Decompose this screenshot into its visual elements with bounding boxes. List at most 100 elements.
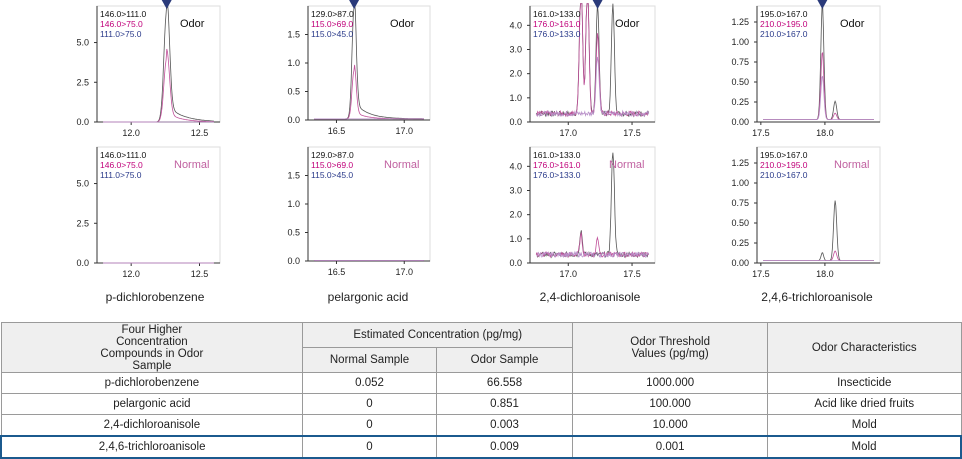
condition-label: Normal (174, 159, 210, 171)
transition-legend: 129.0>87.0 115.0>69.0 115.0>45.0 (311, 9, 354, 39)
series-line-3 (535, 56, 650, 118)
cell: Insecticide (767, 372, 962, 394)
legend-entry: 195.0>167.0 (760, 150, 808, 160)
cell: 0 (302, 393, 437, 415)
y-tick-label: 1.0 (509, 93, 522, 103)
y-tick-label: 4.0 (509, 20, 522, 30)
table-row: p-dichlorobenzene 0.052 66.558 1000.000 Inse… (0, 372, 962, 394)
legend-entry: 176.0>133.0 (533, 29, 581, 39)
series-line-2 (763, 250, 874, 261)
condition-label: Normal (384, 159, 420, 171)
transition-legend: 161.0>133.0 176.0>161.0 176.0>133.0 (533, 150, 581, 180)
cell: 2,4-dichloroanisole (0, 414, 304, 437)
legend-entry: 161.0>133.0 (533, 150, 581, 160)
header-threshold: Odor Threshold Values (pg/mg) (572, 322, 769, 373)
y-tick-label: 0.0 (287, 115, 300, 125)
y-tick-label: 0.00 (731, 258, 749, 268)
x-tick-label: 17.0 (395, 126, 413, 136)
compound-label: pelargonic acid (327, 290, 409, 304)
x-tick-label: 16.5 (328, 126, 346, 136)
compound-label: p-dichlorobenzene (105, 290, 205, 304)
x-tick-label: 16.5 (328, 267, 346, 277)
y-tick-label: 0.0 (76, 117, 89, 127)
condition-label: Odor (180, 18, 205, 30)
y-tick-label: 1.00 (731, 178, 749, 188)
x-tick-label: 17.0 (395, 267, 413, 277)
transition-legend: 146.0>111.0 146.0>75.0 111.0>75.0 (100, 9, 146, 39)
header-estimated: Estimated Concentration (pg/mg) (302, 322, 574, 348)
y-tick-label: 5.0 (76, 179, 89, 189)
y-tick-label: 1.0 (509, 234, 522, 244)
legend-entry: 111.0>75.0 (100, 170, 142, 180)
x-tick-label: 18.0 (816, 128, 834, 138)
y-tick-label: 0.25 (731, 238, 749, 248)
y-tick-label: 3.0 (509, 45, 522, 55)
y-tick-label: 2.0 (509, 210, 522, 220)
x-tick-label: 18.0 (816, 269, 834, 279)
table-row: 2,4-dichloroanisole 0 0.003 10.000 Mold (0, 414, 962, 437)
legend-entry: 129.0>87.0 (311, 150, 354, 160)
x-tick-label: 17.5 (623, 269, 641, 279)
series-line-3 (536, 250, 650, 259)
y-tick-label: 1.00 (731, 37, 749, 47)
cell: 0 (302, 414, 437, 437)
x-tick-label: 17.5 (752, 128, 770, 138)
x-tick-label: 17.5 (623, 128, 641, 138)
y-tick-label: 2.5 (76, 77, 89, 87)
legend-entry: 195.0>167.0 (760, 9, 808, 19)
condition-label: Normal (834, 159, 870, 171)
x-tick-label: 17.0 (559, 128, 577, 138)
cell: 0.009 (435, 435, 574, 459)
series-line-2 (535, 231, 650, 259)
peak-marker-icon (161, 0, 172, 9)
cell: 0.003 (435, 414, 574, 437)
x-tick-label: 12.5 (191, 128, 209, 138)
y-tick-label: 0.0 (509, 117, 522, 127)
compound-label: 2,4,6-trichloroanisole (761, 290, 873, 304)
peak-marker-icon (817, 0, 828, 9)
cell: 2,4,6-trichloroanisole (0, 435, 304, 459)
cell: Acid like dried fruits (767, 393, 962, 415)
cell: 66.558 (435, 372, 574, 394)
y-tick-label: 0.25 (731, 97, 749, 107)
y-tick-label: 4.0 (509, 161, 522, 171)
peak-marker-icon (592, 0, 603, 9)
legend-entry: 176.0>133.0 (533, 170, 581, 180)
legend-entry: 146.0>75.0 (100, 19, 143, 29)
y-tick-label: 2.5 (76, 218, 89, 228)
y-tick-label: 0.75 (731, 198, 749, 208)
condition-label: Normal (609, 159, 645, 171)
cell: Mold (767, 414, 962, 437)
legend-entry: 146.0>75.0 (100, 160, 143, 170)
compound-label: 2,4-dichloroanisole (539, 290, 641, 304)
series-line-1 (763, 200, 874, 261)
legend-entry: 210.0>195.0 (760, 19, 808, 29)
cell: 10.000 (572, 414, 769, 437)
transition-legend: 129.0>87.0 115.0>69.0 115.0>45.0 (311, 150, 354, 180)
y-tick-label: 1.5 (287, 171, 300, 181)
legend-entry: 161.0>133.0 (533, 9, 581, 19)
legend-entry: 115.0>69.0 (311, 19, 354, 29)
cell: 0.851 (435, 393, 574, 415)
legend-entry: 176.0>161.0 (533, 160, 581, 170)
x-tick-label: 12.0 (122, 128, 140, 138)
legend-entry: 129.0>87.0 (311, 9, 354, 19)
table-row: pelargonic acid 0 0.851 100.000 Acid like dr… (0, 393, 962, 415)
y-tick-label: 0.0 (76, 258, 89, 268)
legend-entry: 111.0>75.0 (100, 29, 142, 39)
legend-entry: 210.0>167.0 (760, 29, 808, 39)
x-tick-label: 12.0 (122, 269, 140, 279)
y-tick-label: 0.5 (287, 228, 300, 238)
cell: Mold (767, 435, 962, 459)
y-tick-label: 1.25 (731, 158, 749, 168)
y-tick-label: 5.0 (76, 38, 89, 48)
y-tick-label: 0.75 (731, 57, 749, 67)
legend-entry: 146.0>111.0 (100, 150, 147, 160)
y-tick-label: 3.0 (509, 186, 522, 196)
cell: 100.000 (572, 393, 769, 415)
y-tick-label: 1.0 (287, 58, 300, 68)
y-tick-label: 1.5 (287, 30, 300, 40)
condition-label: Odor (840, 18, 865, 30)
peak-marker-icon (349, 0, 360, 9)
y-tick-label: 0.50 (731, 77, 749, 87)
